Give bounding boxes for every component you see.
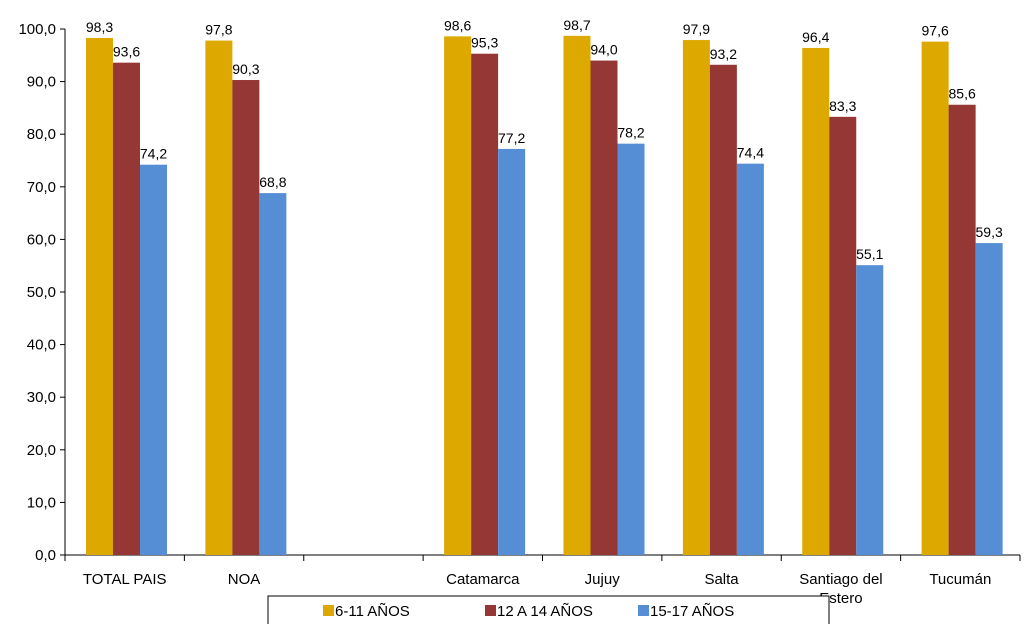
x-tick-label: TOTAL PAIS bbox=[83, 571, 167, 588]
data-label: 78,2 bbox=[617, 125, 644, 141]
bar bbox=[498, 148, 526, 556]
y-tick-label: 90,0 bbox=[27, 74, 56, 91]
data-label: 90,3 bbox=[232, 61, 259, 77]
bar bbox=[86, 37, 113, 555]
legend-label: 12 A 14 AÑOS bbox=[497, 603, 593, 620]
x-tick-label: Jujuy bbox=[585, 571, 621, 588]
legend-swatch bbox=[323, 605, 334, 616]
y-tick-label: 20,0 bbox=[27, 442, 56, 459]
data-label: 68,8 bbox=[259, 174, 286, 190]
bar bbox=[856, 265, 884, 555]
data-label: 97,9 bbox=[683, 21, 710, 37]
data-label: 74,2 bbox=[140, 146, 167, 162]
bar bbox=[590, 60, 618, 556]
bar bbox=[829, 116, 857, 555]
y-tick-label: 60,0 bbox=[27, 231, 56, 248]
y-tick-label: 40,0 bbox=[27, 337, 56, 354]
x-tick-label: Santiago del bbox=[799, 571, 882, 588]
data-label: 98,3 bbox=[86, 19, 113, 35]
x-tick-label: NOA bbox=[228, 571, 261, 588]
legend-label: 6-11 AÑOS bbox=[335, 603, 410, 620]
data-label: 55,1 bbox=[856, 246, 883, 262]
bar bbox=[563, 35, 591, 555]
data-label: 94,0 bbox=[590, 42, 617, 58]
data-label: 74,4 bbox=[737, 145, 764, 161]
bars bbox=[86, 35, 1003, 556]
bar bbox=[113, 62, 140, 555]
y-tick-label: 0,0 bbox=[35, 547, 56, 564]
bar bbox=[975, 243, 1003, 555]
x-tick-label: Salta bbox=[704, 571, 739, 588]
x-tick-label: Catamarca bbox=[446, 571, 520, 588]
data-labels: 98,3 97,8 98,6 98,7 97,9 96,4 97,6 93,6 90,3 95,3… bbox=[86, 17, 1003, 262]
data-label: 59,3 bbox=[976, 224, 1003, 240]
data-label: 97,8 bbox=[205, 22, 232, 38]
data-label: 97,6 bbox=[922, 23, 949, 39]
bar bbox=[617, 143, 645, 555]
data-label: 96,4 bbox=[802, 29, 829, 45]
data-label: 95,3 bbox=[471, 35, 498, 51]
y-tick-label: 100,0 bbox=[18, 21, 56, 38]
bar bbox=[921, 41, 949, 555]
y-tick-label: 50,0 bbox=[27, 284, 56, 301]
y-tick-label: 80,0 bbox=[27, 126, 56, 143]
bar bbox=[444, 36, 472, 555]
data-label: 93,2 bbox=[710, 46, 737, 62]
bar bbox=[140, 164, 167, 555]
bar bbox=[802, 47, 830, 555]
bar bbox=[736, 163, 764, 555]
bar bbox=[471, 53, 499, 556]
bar bbox=[232, 80, 260, 555]
bar bbox=[682, 40, 710, 555]
bar bbox=[709, 64, 737, 555]
legend: 6-11 AÑOS 12 A 14 AÑOS 15-17 AÑOS bbox=[267, 595, 830, 627]
x-tick-label: Estero bbox=[819, 590, 862, 607]
y-tick-label: 10,0 bbox=[27, 494, 56, 511]
bar bbox=[948, 104, 976, 555]
data-label: 83,3 bbox=[829, 98, 856, 114]
data-label: 98,6 bbox=[444, 17, 471, 33]
legend-label: 15-17 AÑOS bbox=[650, 603, 734, 620]
legend-swatch bbox=[485, 605, 496, 616]
y-tick-label: 70,0 bbox=[27, 179, 56, 196]
data-label: 85,6 bbox=[949, 86, 976, 102]
y-tick-label: 30,0 bbox=[27, 389, 56, 406]
bar bbox=[205, 40, 233, 555]
bar bbox=[259, 193, 287, 555]
data-label: 93,6 bbox=[113, 44, 140, 60]
legend-swatch bbox=[638, 605, 649, 616]
data-label: 98,7 bbox=[563, 17, 590, 33]
data-label: 77,2 bbox=[498, 130, 525, 146]
x-tick-label: Tucumán bbox=[929, 571, 991, 588]
y-axis: 0,0 10,0 20,0 30,0 40,0 50,0 60,0 70,0 80,0 90,0 1… bbox=[18, 21, 66, 564]
